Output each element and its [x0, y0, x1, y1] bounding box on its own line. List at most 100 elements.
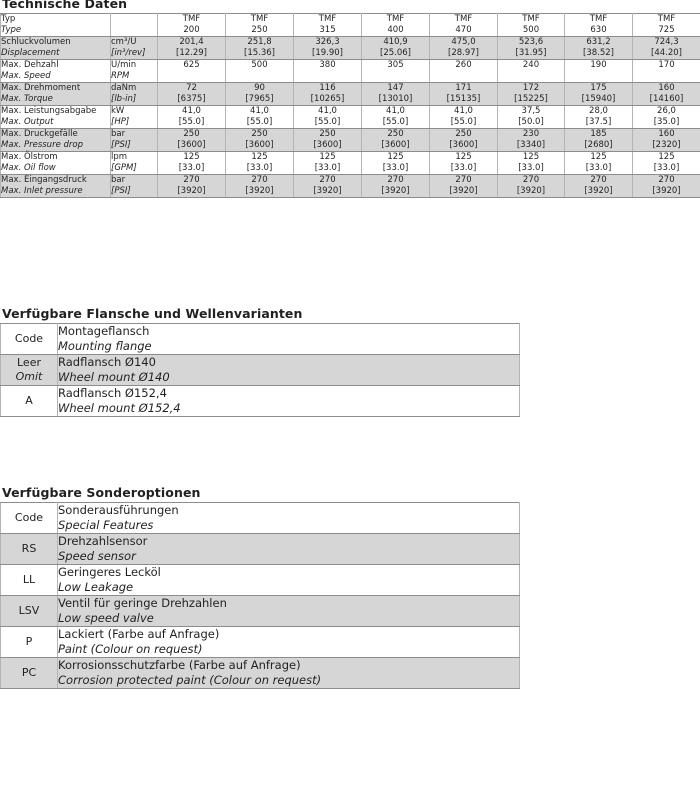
- tech-column-header-series: TMF: [386, 14, 405, 24]
- tech-value-cell: 170: [632, 59, 700, 83]
- tech-header-unit-en: [111, 25, 157, 36]
- tech-value-imperial: [10265]: [310, 94, 345, 104]
- flange-variants-table: Code Montageflansch Mounting flange Leer Omi…: [0, 323, 520, 417]
- tech-value-imperial: [7965]: [245, 94, 274, 104]
- tech-row-label-en: Max. Torque: [1, 94, 53, 104]
- tech-row-label-de: Max. Dehzahl: [1, 60, 59, 70]
- description-de: Geringeres Lecköl: [58, 565, 161, 579]
- tech-value-imperial: [33.0]: [450, 163, 477, 173]
- description-de: Drehzahlsensor: [58, 534, 148, 548]
- code-label-en: Omit: [15, 370, 43, 383]
- tech-value-metric: 326,3: [315, 37, 340, 47]
- tech-row-label-cell: Max. Dehzahl Max. Speed: [0, 59, 111, 83]
- tech-value-imperial: [55.0]: [314, 117, 341, 127]
- tech-value-metric: 250: [183, 129, 200, 139]
- tech-value-imperial: [3920]: [449, 186, 478, 196]
- tech-value-cell: 250 [3600]: [293, 128, 362, 152]
- tech-value-imperial: [3600]: [381, 140, 410, 150]
- description-en: Special Features: [58, 518, 154, 532]
- code-cell: LSV: [0, 595, 58, 627]
- tech-value-imperial: [362, 71, 429, 82]
- tech-value-metric: 251,8: [247, 37, 272, 47]
- tech-row-unit-de: cm³/U: [111, 37, 137, 47]
- tech-value-imperial: [31.95]: [515, 48, 547, 58]
- tech-row-unit-de: lpm: [111, 152, 128, 162]
- tech-value-imperial: [55.0]: [450, 117, 477, 127]
- tech-value-cell: 724,3 [44.20]: [632, 36, 700, 60]
- tech-value-imperial: [3600]: [313, 140, 342, 150]
- tech-value-metric: 270: [590, 175, 607, 185]
- tech-row-unit-en: [lb-in]: [111, 94, 137, 104]
- description-cell: Montageflansch Mounting flange: [57, 323, 520, 355]
- tech-value-cell: 41,0 [55.0]: [225, 105, 294, 129]
- tech-value-cell: 41,0 [55.0]: [293, 105, 362, 129]
- tech-value-metric: 270: [387, 175, 404, 185]
- tech-value-imperial: [226, 71, 293, 82]
- code-cell: Code: [0, 502, 58, 534]
- code-label-de: Code: [14, 511, 44, 524]
- options-table-row: P Lackiert (Farbe auf Anfrage) Paint (Colo…: [0, 626, 520, 658]
- tech-value-metric: 250: [455, 129, 472, 139]
- tech-column-header-400: TMF 400: [361, 13, 430, 37]
- tech-column-header-series: TMF: [182, 14, 201, 24]
- tech-column-header-470: TMF 470: [429, 13, 498, 37]
- tech-value-imperial: [33.0]: [382, 163, 409, 173]
- tech-column-header-size: 500: [522, 25, 540, 35]
- tech-row-unit-cell: daNm [lb-in]: [110, 82, 158, 106]
- tech-value-imperial: [15135]: [446, 94, 481, 104]
- code-cell: PC: [0, 657, 58, 689]
- tech-row-label-cell: Max. Eingangsdruck Max. Inlet pressure: [0, 174, 111, 198]
- options-table-row: Code Sonderausführungen Special Features: [0, 502, 520, 534]
- description-cell: Radflansch Ø152,4 Wheel mount Ø152,4: [57, 385, 520, 417]
- code-label-de: PC: [21, 666, 37, 679]
- tech-column-header-630: TMF 630: [564, 13, 633, 37]
- tech-value-cell: 160 [14160]: [632, 82, 700, 106]
- tech-table-row: Schluckvolumen Displacement cm³/U [in³/rev]…: [0, 36, 700, 60]
- tech-value-imperial: [12.29]: [176, 48, 207, 58]
- tech-value-cell: 631,2 [38.52]: [564, 36, 633, 60]
- tech-value-metric: 147: [387, 83, 404, 93]
- tech-value-metric: 171: [455, 83, 472, 93]
- tech-value-imperial: [33.0]: [314, 163, 341, 173]
- tech-value-metric: 625: [183, 60, 200, 70]
- tech-value-imperial: [28.97]: [448, 48, 479, 58]
- tech-row-label-en: Displacement: [1, 48, 60, 58]
- tech-value-imperial: [3600]: [449, 140, 478, 150]
- tech-value-cell: 116 [10265]: [293, 82, 362, 106]
- tech-value-metric: 500: [251, 60, 268, 70]
- description-en: Mounting flange: [58, 339, 152, 353]
- tech-value-metric: 250: [387, 129, 404, 139]
- tech-row-label-de: Max. Druckgefälle: [1, 129, 78, 139]
- tech-value-metric: 41,0: [250, 106, 269, 116]
- tech-table-row: Max. Leistungsabgabe Max. Output kW [HP] 41,…: [0, 105, 700, 129]
- tech-value-metric: 523,6: [518, 37, 544, 47]
- options-table-row: LL Geringeres Lecköl Low Leakage: [0, 564, 520, 596]
- tech-value-imperial: [33.0]: [585, 163, 612, 173]
- tech-row-label-en: Max. Speed: [1, 71, 51, 81]
- tech-column-header-size: 470: [455, 25, 472, 35]
- tech-column-header-725: TMF 725: [632, 13, 700, 37]
- tech-value-cell: 41,0 [55.0]: [157, 105, 226, 129]
- tech-value-metric: 631,2: [586, 37, 611, 47]
- tech-row-label-en: Max. Inlet pressure: [1, 186, 83, 196]
- tech-value-cell: 201,4 [12.29]: [157, 36, 226, 60]
- description-en: Corrosion protected paint (Colour on req…: [58, 673, 322, 687]
- tech-value-metric: 125: [590, 152, 607, 162]
- tech-column-header-series: TMF: [589, 14, 608, 24]
- tech-table-row: Max. Dehzahl Max. Speed U/min RPM 625 500 38…: [0, 59, 700, 83]
- tech-value-metric: 172: [522, 83, 540, 93]
- tech-column-header-250: TMF 250: [225, 13, 294, 37]
- tech-column-header-size: 250: [251, 25, 268, 35]
- section-heading-flange-variants: Verfügbare Flansche und Wellenvarianten: [2, 306, 303, 321]
- description-de: Radflansch Ø152,4: [58, 386, 167, 400]
- tech-table-row: Max. Drehmoment Max. Torque daNm [lb-in] 72[…: [0, 82, 700, 106]
- tech-value-metric: 270: [183, 175, 200, 185]
- tech-value-cell: 326,3 [19.90]: [293, 36, 362, 60]
- tech-row-unit-en: [HP]: [111, 117, 130, 127]
- tech-value-metric: 185: [590, 129, 607, 139]
- code-label-de: RS: [21, 542, 37, 555]
- tech-value-metric: 380: [319, 60, 336, 70]
- tech-value-cell: 171 [15135]: [429, 82, 498, 106]
- tech-value-metric: 724,3: [654, 37, 679, 47]
- tech-value-cell: 270 [3920]: [497, 174, 565, 198]
